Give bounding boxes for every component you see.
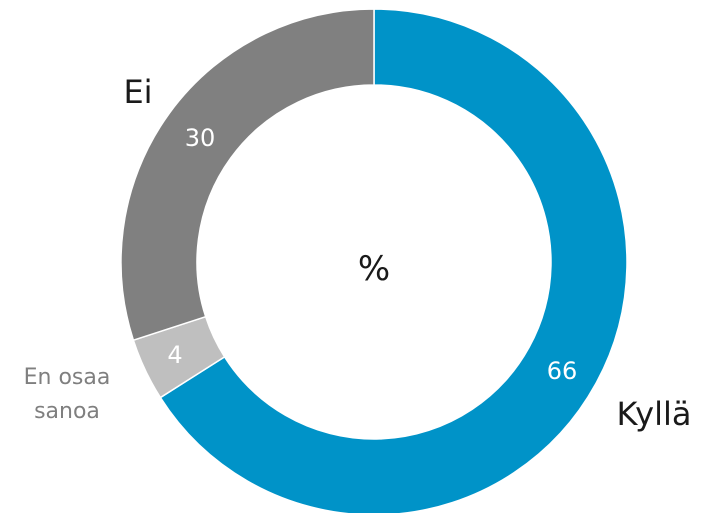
donut-slice-kyll- (159, 8, 628, 513)
value-label-kylla: 66 (547, 357, 578, 385)
value-label-ei: 30 (185, 124, 216, 152)
category-label-ei: Ei (123, 73, 152, 111)
category-label-en-osaa-sanoa-line1: En osaa (24, 365, 111, 390)
donut-slice-ei (120, 8, 375, 342)
value-label-en-osaa-sanoa: 4 (167, 341, 182, 369)
center-label: % (358, 249, 390, 289)
donut-slices (120, 8, 628, 513)
category-label-kylla: Kyllä (617, 395, 692, 433)
category-label-en-osaa-sanoa-line2: sanoa (34, 399, 100, 424)
